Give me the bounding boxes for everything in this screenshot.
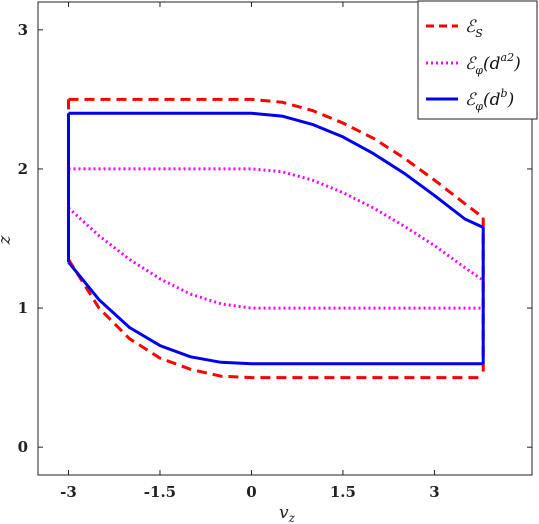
legend: ℰS ℰφ(da2) ℰφ(db)	[417, 0, 538, 120]
series-2-lower	[67, 261, 484, 366]
x-tick-label: 0	[246, 483, 256, 501]
y-tick-label: 0	[18, 438, 28, 456]
y-tick-label: 3	[18, 21, 28, 39]
legend-label-es: ℰS	[465, 17, 483, 40]
series-1-lower	[67, 206, 484, 310]
y-tick-label: 2	[18, 160, 28, 178]
plot-frame	[37, 1, 533, 476]
series-0-lower	[67, 258, 484, 380]
x-tick-label: -1.5	[144, 483, 176, 501]
y-tick-label: 1	[18, 299, 28, 317]
y-axis-label: z	[0, 234, 15, 245]
series-layer	[66, 97, 485, 380]
series-0-upper	[68, 97, 485, 219]
ticks-layer: -3 -1.5 0 1.5 3 0 1 2 3	[18, 2, 532, 501]
series-2-upper	[68, 111, 484, 229]
x-axis-label: vz	[279, 503, 296, 524]
x-tick-label: 1.5	[330, 483, 356, 501]
series-1-upper	[68, 167, 485, 282]
legend-label-da2: ℰφ(da2)	[465, 51, 521, 77]
x-tick-label: -3	[60, 483, 77, 501]
x-tick-label: 3	[429, 483, 439, 501]
plot-area-border	[37, 1, 533, 476]
legend-label-db: ℰφ(db)	[465, 87, 514, 113]
